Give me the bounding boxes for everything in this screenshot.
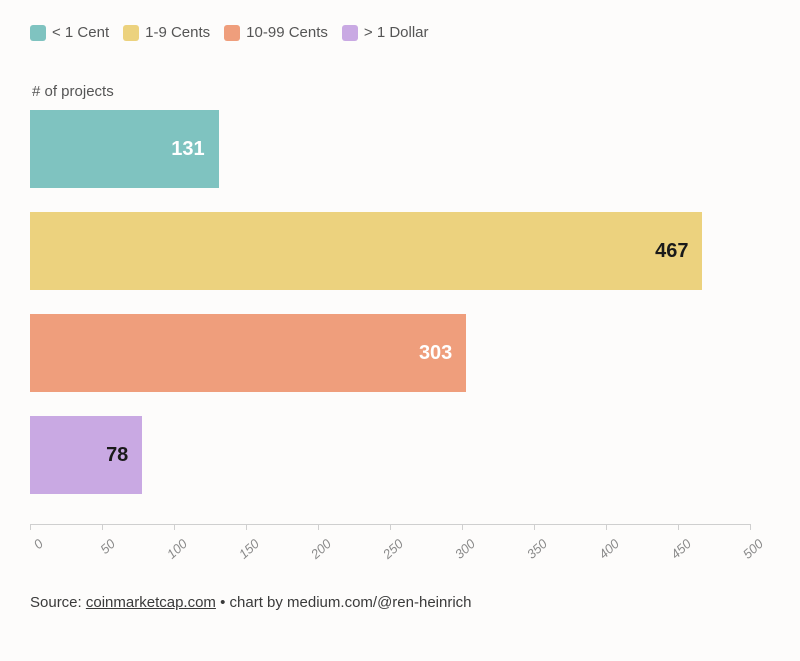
- source-prefix: Source:: [30, 594, 86, 611]
- x-axis-tick: [102, 524, 103, 530]
- x-axis-tick-label: 100: [150, 536, 190, 574]
- legend-item: 1-9 Cents: [123, 24, 210, 41]
- bar-value-label: 131: [171, 138, 204, 161]
- bar: 303: [30, 314, 466, 392]
- legend-label: > 1 Dollar: [364, 24, 429, 41]
- x-axis-tick-label: 50: [78, 536, 118, 574]
- y-axis-label: # of projects: [30, 83, 770, 100]
- plot-area: 0501001502002503003504004505001314673037…: [30, 106, 750, 536]
- legend-label: 10-99 Cents: [246, 24, 328, 41]
- bar: 467: [30, 212, 702, 290]
- x-axis-tick-label: 400: [582, 536, 622, 574]
- x-axis-tick-label: 450: [654, 536, 694, 574]
- x-axis-tick: [462, 524, 463, 530]
- legend-label: 1-9 Cents: [145, 24, 210, 41]
- x-axis-tick: [606, 524, 607, 530]
- legend: < 1 Cent 1-9 Cents 10-99 Cents > 1 Dolla…: [30, 24, 770, 41]
- x-axis-tick: [390, 524, 391, 530]
- legend-swatch: [30, 25, 46, 41]
- legend-label: < 1 Cent: [52, 24, 109, 41]
- bar-value-label: 78: [106, 444, 128, 467]
- source-suffix: • chart by medium.com/@ren-heinrich: [216, 594, 472, 611]
- x-axis-tick: [174, 524, 175, 530]
- x-axis-tick: [30, 524, 31, 530]
- legend-swatch: [342, 25, 358, 41]
- bar: 131: [30, 110, 219, 188]
- x-axis-tick: [534, 524, 535, 530]
- legend-item: < 1 Cent: [30, 24, 109, 41]
- legend-swatch: [224, 25, 240, 41]
- x-axis-tick: [246, 524, 247, 530]
- legend-swatch: [123, 25, 139, 41]
- x-axis-tick-label: 300: [438, 536, 478, 574]
- bar-value-label: 467: [655, 240, 688, 263]
- x-axis-tick-label: 200: [294, 536, 334, 574]
- bar-value-label: 303: [419, 342, 452, 365]
- legend-item: > 1 Dollar: [342, 24, 429, 41]
- x-axis-tick-label: 350: [510, 536, 550, 574]
- x-axis-tick-label: 250: [366, 536, 406, 574]
- source-line: Source: coinmarketcap.com • chart by med…: [30, 594, 770, 611]
- x-axis-tick-label: 0: [6, 536, 46, 574]
- x-axis-tick: [678, 524, 679, 530]
- x-axis-tick-label: 500: [726, 536, 766, 574]
- bar: 78: [30, 416, 142, 494]
- x-axis-tick: [318, 524, 319, 530]
- source-link[interactable]: coinmarketcap.com: [86, 594, 216, 611]
- x-axis-tick-label: 150: [222, 536, 262, 574]
- x-axis-tick: [750, 524, 751, 530]
- legend-item: 10-99 Cents: [224, 24, 328, 41]
- chart-container: < 1 Cent 1-9 Cents 10-99 Cents > 1 Dolla…: [0, 0, 800, 631]
